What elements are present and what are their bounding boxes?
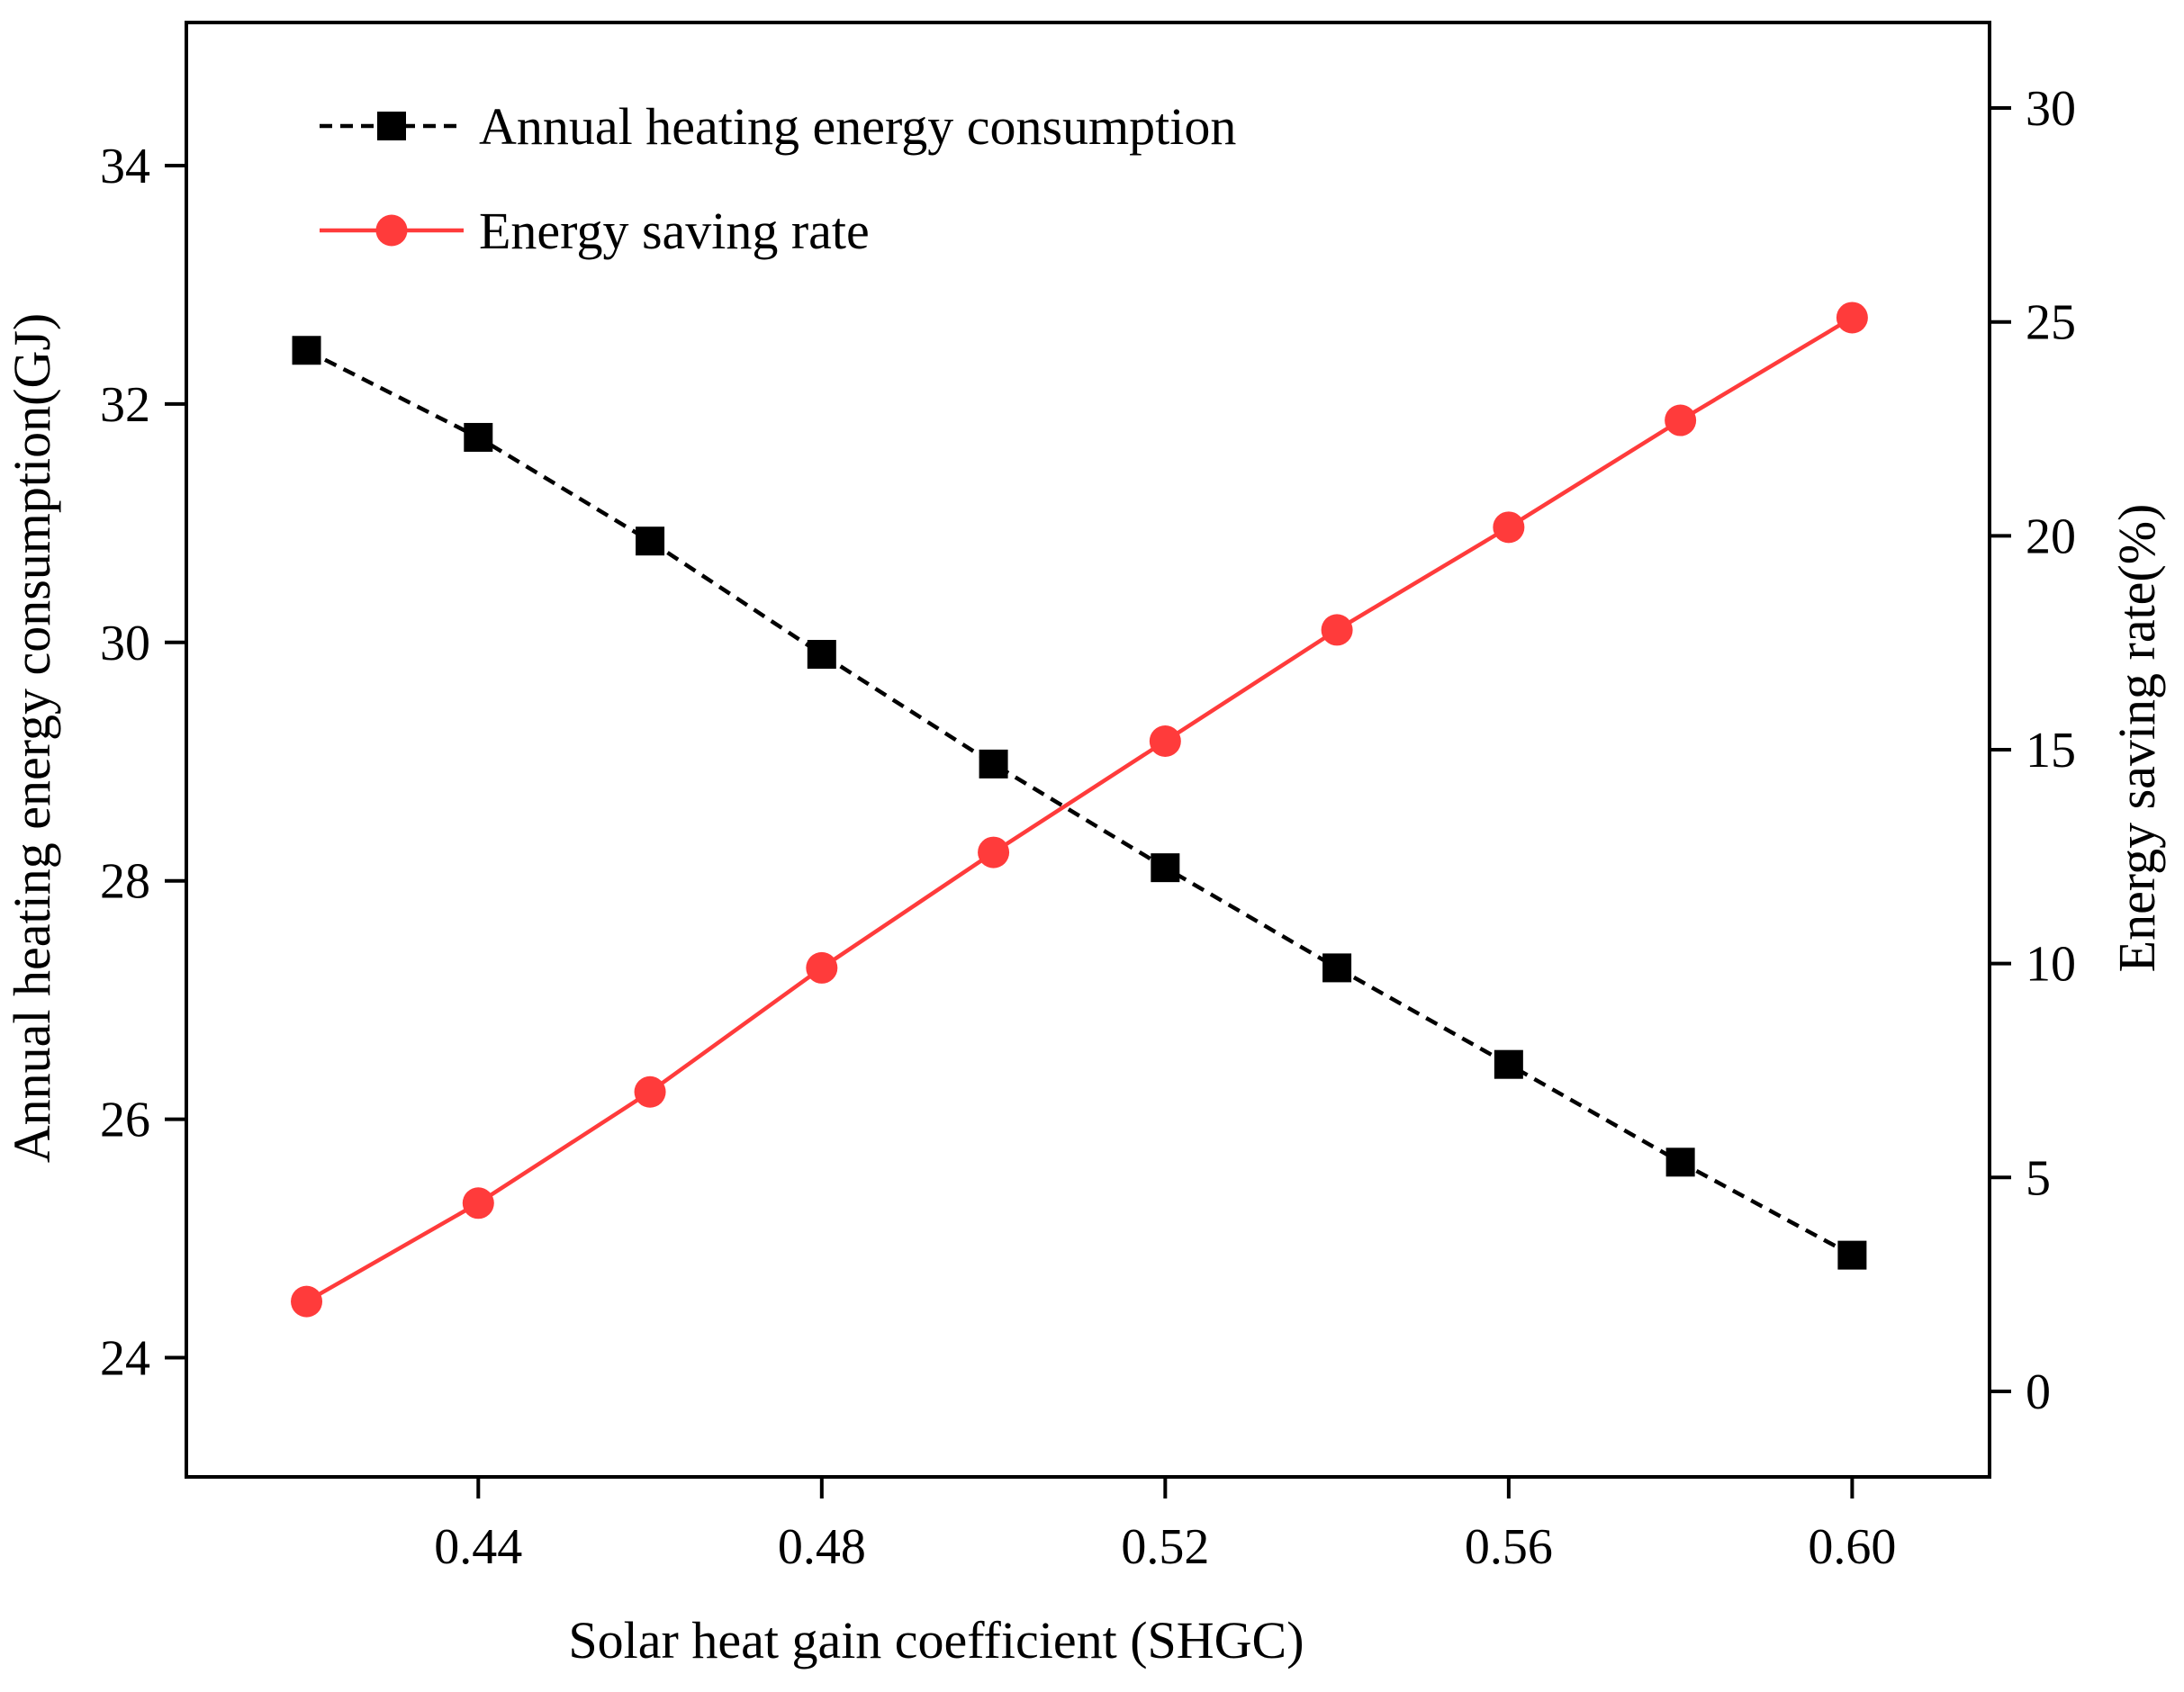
heating-consumption-marker [1151, 853, 1180, 883]
energy-saving-rate-marker [978, 836, 1010, 868]
energy-saving-rate-marker [806, 951, 838, 984]
legend-entry-saving-label: Energy saving rate [479, 202, 870, 260]
heating-consumption-marker [292, 336, 321, 365]
x-tick-label: 0.48 [778, 1519, 866, 1575]
energy-saving-rate-marker [634, 1076, 666, 1108]
heating-consumption-marker [1494, 1049, 1523, 1079]
right-y-tick-label: 5 [2026, 1150, 2051, 1206]
right-y-axis-title: Energy saving rate(%) [2107, 504, 2166, 973]
legend: Annual heating energy consumption Energy … [320, 97, 1236, 260]
right-y-tick-label: 0 [2026, 1364, 2051, 1420]
left-y-axis-ticks: 24 26 28 30 32 34 [100, 139, 186, 1387]
left-y-tick-label: 24 [100, 1331, 150, 1387]
left-y-tick-label: 34 [100, 139, 150, 194]
heating-consumption-marker [979, 749, 1008, 778]
plot-frame-group [185, 21, 1991, 1479]
energy-saving-rate-marker [1149, 724, 1181, 757]
x-tick-label: 0.52 [1121, 1519, 1209, 1575]
heating-consumption-line [305, 348, 1854, 1257]
x-tick-label: 0.56 [1465, 1519, 1553, 1575]
heating-consumption-marker [464, 422, 493, 452]
legend-entry-heating-label: Annual heating energy consumption [479, 97, 1236, 156]
x-axis-ticks: 0.44 0.48 0.52 0.56 0.60 [434, 1477, 1896, 1575]
energy-saving-rate-line [305, 316, 1854, 1304]
right-y-tick-label: 20 [2026, 508, 2076, 564]
x-tick-label: 0.44 [434, 1519, 522, 1575]
energy-saving-rate-marker [1836, 302, 1868, 334]
heating-consumption-marker [636, 526, 665, 556]
energy-saving-rate-marker [1321, 614, 1353, 646]
legend-entry-saving-marker [375, 214, 408, 247]
right-y-tick-label: 10 [2026, 937, 2076, 993]
left-y-tick-label: 28 [100, 854, 150, 910]
left-y-axis-title: Annual heating energy consumption(GJ) [3, 313, 61, 1163]
energy-saving-rate-marker [291, 1285, 323, 1318]
left-y-tick-label: 32 [100, 377, 150, 433]
x-tick-label: 0.60 [1808, 1519, 1896, 1575]
heating-consumption-marker [807, 640, 836, 670]
left-y-tick-label: 26 [100, 1093, 150, 1148]
right-y-axis-ticks: 0 5 10 15 20 25 30 [1990, 81, 2076, 1420]
right-y-tick-label: 25 [2026, 295, 2076, 351]
left-y-tick-label: 30 [100, 616, 150, 671]
x-axis-title: Solar heat gain coefficient (SHGC) [568, 1611, 1304, 1670]
energy-saving-rate-marker [462, 1187, 494, 1220]
legend-entry-heating-marker [377, 112, 406, 140]
heating-consumption-marker [1322, 953, 1352, 983]
right-y-tick-label: 30 [2026, 81, 2076, 137]
heating-consumption-marker [1665, 1148, 1695, 1177]
series-group [291, 302, 1868, 1318]
energy-saving-rate-marker [1665, 404, 1697, 436]
plot-frame [185, 21, 1991, 1479]
right-y-tick-label: 15 [2026, 723, 2076, 778]
heating-consumption-marker [1837, 1240, 1867, 1270]
energy-saving-rate-marker [1493, 511, 1525, 544]
